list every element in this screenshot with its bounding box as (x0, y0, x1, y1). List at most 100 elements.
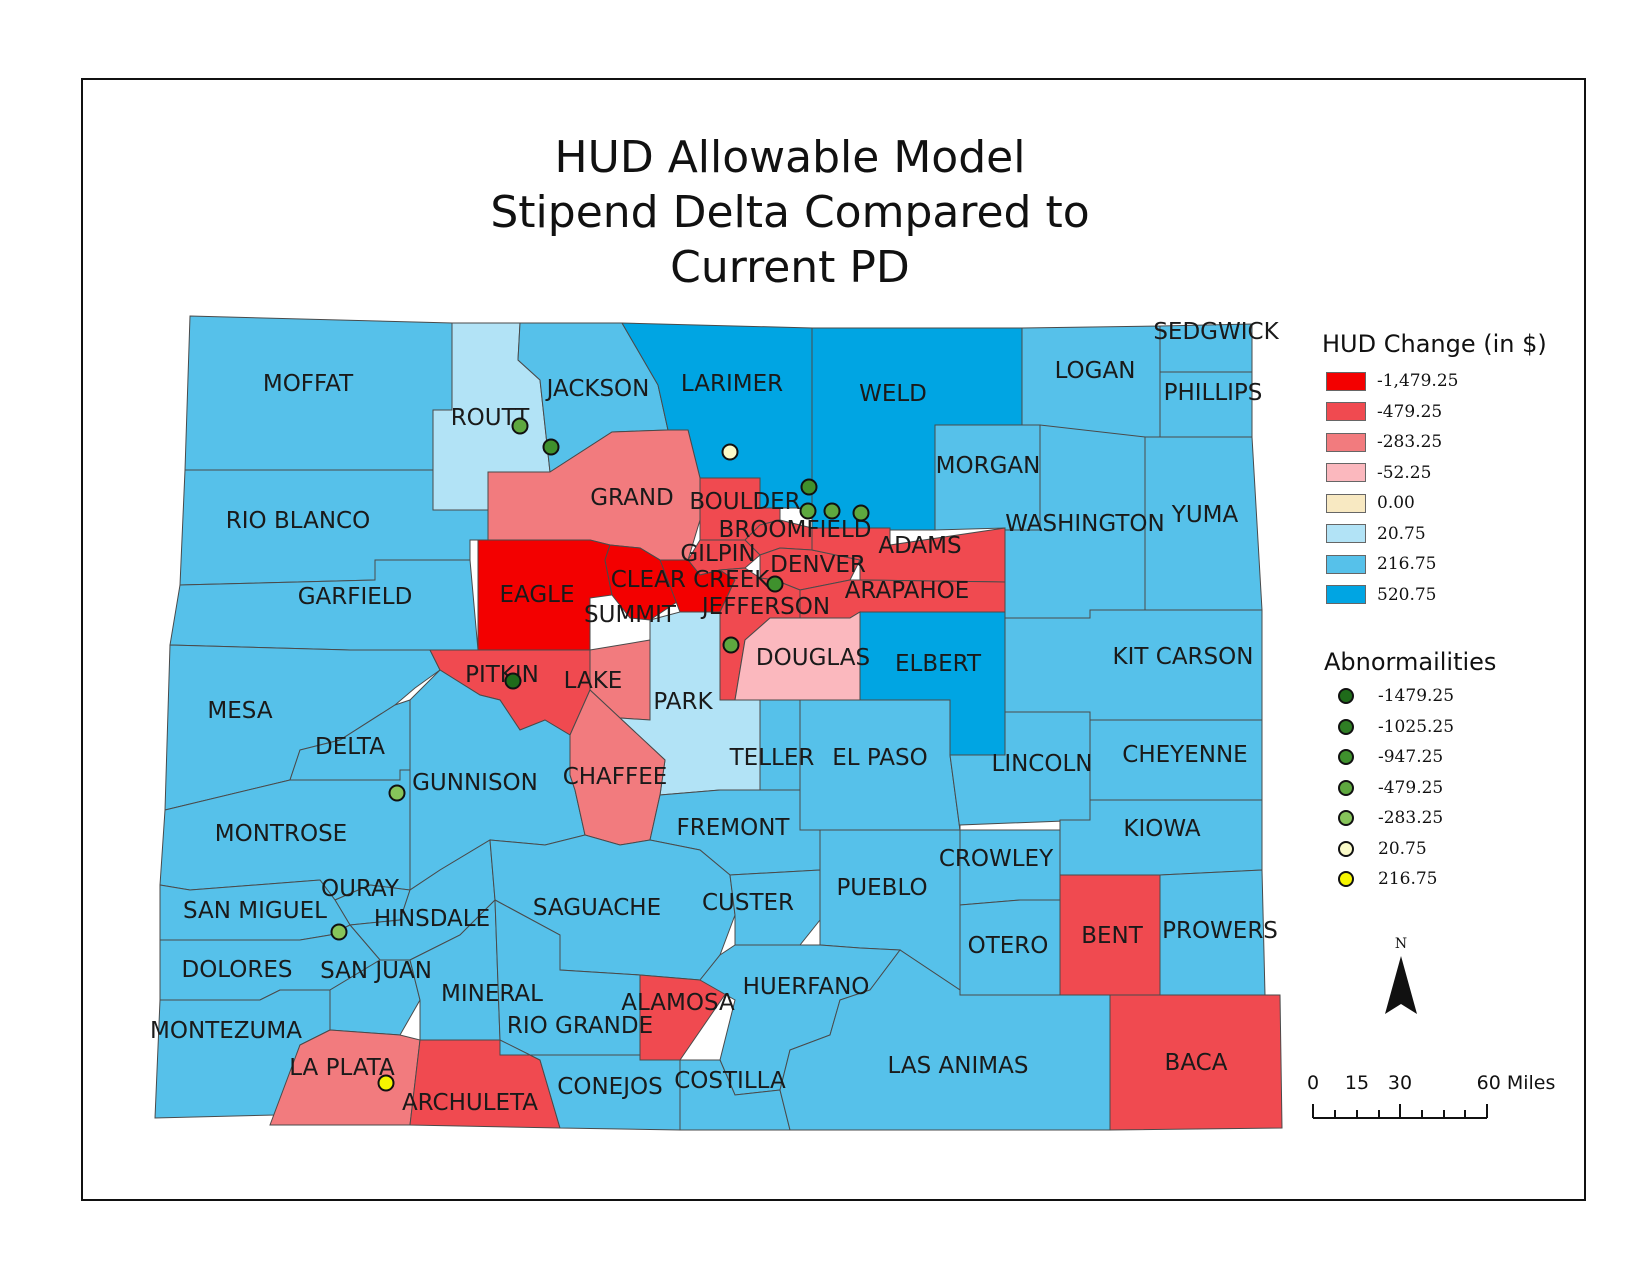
legend-label: -283.25 (1377, 432, 1443, 452)
legend-label: 20.75 (1377, 523, 1426, 544)
county-label-gunnison: GUNNISON (412, 770, 538, 796)
county-label-alamosa: ALAMOSA (621, 990, 735, 1016)
north-arrow-icon (1385, 956, 1417, 1014)
map-title: HUD Allowable Model Stipend Delta Compar… (470, 130, 1110, 295)
county-label-lake: LAKE (564, 668, 623, 694)
county-label-weld: WELD (859, 381, 927, 407)
county-label-dolores: DOLORES (181, 957, 292, 983)
legend-swatch (1326, 371, 1366, 391)
abnormality-legend-item: -1025.25 (1326, 716, 1454, 738)
county-label-jackson: JACKSON (545, 376, 650, 402)
scale-bar: 0 15 30 60 Miles (1300, 1072, 1555, 1142)
county-label-logan: LOGAN (1055, 358, 1136, 384)
abnormality-legend-item: -947.25 (1326, 746, 1443, 768)
county-label-grand: GRAND (590, 485, 674, 511)
abnormality-label: -1479.25 (1378, 686, 1455, 706)
abnormality-marker-san-miguel (330, 923, 348, 941)
abnormality-legend-item: 216.75 (1326, 868, 1437, 890)
county-label-park: PARK (653, 689, 713, 715)
county-label-garfield: GARFIELD (298, 584, 413, 610)
abnormality-legend-item: -1479.25 (1326, 685, 1454, 707)
county-label-mesa: MESA (207, 698, 272, 724)
county-label-kiowa: KIOWA (1123, 816, 1200, 842)
abnormality-dot (1338, 749, 1354, 765)
legend-swatch (1326, 432, 1366, 452)
county-label-fremont: FREMONT (677, 815, 791, 841)
county-label-gilpin: GILPIN (680, 541, 755, 567)
legend-item: 216.75 (1326, 553, 1436, 575)
county-label-elbert: ELBERT (895, 651, 982, 677)
abnormality-marker-weld (852, 504, 870, 522)
county-label-adams: ADAMS (878, 533, 961, 559)
legend-label: -52.25 (1377, 462, 1432, 483)
county-label-rio-blanco: RIO BLANCO (226, 508, 370, 534)
county-label-saguache: SAGUACHE (533, 895, 661, 921)
county-label-ouray: OURAY (321, 876, 400, 902)
abnormality-marker-pitkin (504, 672, 522, 690)
county-label-larimer: LARIMER (681, 371, 783, 397)
county-label-cheyenne: CHEYENNE (1122, 742, 1247, 768)
north-arrow-label: N (1394, 936, 1408, 952)
county-label-arapahoe: ARAPAHOE (845, 578, 970, 604)
county-label-moffat: MOFFAT (263, 371, 354, 397)
county-label-delta: DELTA (315, 734, 385, 760)
county-label-eagle: EAGLE (499, 582, 574, 608)
county-label-kit-carson: KIT CARSON (1113, 644, 1254, 670)
legend-item: -1,479.25 (1326, 370, 1458, 392)
county-label-pitkin: PITKIN (465, 662, 539, 688)
legend-item: -479.25 (1326, 401, 1442, 423)
county-label-morgan: MORGAN (936, 453, 1041, 479)
legend-item: 20.75 (1326, 523, 1426, 545)
abnormality-marker-boulder (800, 478, 818, 496)
county-label-montrose: MONTROSE (215, 821, 347, 847)
county-label-clear-creek: CLEAR CREEK (611, 567, 771, 593)
county-label-pueblo: PUEBLO (836, 875, 927, 901)
county-label-baca: BACA (1165, 1050, 1228, 1076)
county-baca (1109, 994, 1283, 1131)
map-frame (81, 78, 1586, 1201)
abnormality-dot (1338, 840, 1354, 857)
scale-label-60: 60 Miles (1476, 1072, 1556, 1094)
legend-label: -1,479.25 (1377, 371, 1459, 391)
county-label-douglas: DOUGLAS (756, 645, 870, 671)
legend-swatch (1326, 524, 1366, 543)
legend-swatch (1326, 402, 1366, 421)
county-label-jefferson: JEFFERSON (700, 594, 830, 620)
north-arrow: N (1384, 936, 1418, 1021)
abnormality-marker-routt (542, 438, 560, 456)
legend-swatch (1326, 585, 1366, 604)
abnormality-label: -947.25 (1378, 747, 1444, 767)
county-label-boulder: BOULDER (689, 489, 800, 515)
county-label-mineral: MINERAL (441, 981, 543, 1007)
county-label-hinsdale: HINSDALE (374, 906, 490, 932)
legend-label: -479.25 (1377, 401, 1443, 422)
abnormality-label: -479.25 (1378, 777, 1444, 798)
legend-swatch (1326, 554, 1366, 574)
abnormality-label: -1025.25 (1378, 716, 1455, 737)
county-label-phillips: PHILLIPS (1164, 380, 1263, 406)
county-label-washington: WASHINGTON (1005, 511, 1164, 537)
county-label-summit: SUMMIT (584, 602, 677, 628)
abnormality-dot (1338, 810, 1354, 826)
abnormality-marker-douglas (722, 636, 740, 654)
legend-label: 0.00 (1377, 493, 1415, 513)
county-label-custer: CUSTER (702, 890, 794, 916)
title-line-2: Stipend Delta Compared to (490, 187, 1090, 238)
county-label-otero: OTERO (968, 933, 1049, 959)
county-label-rio-grande: RIO GRANDE (507, 1013, 653, 1039)
county-label-teller: TELLER (729, 745, 815, 771)
county-label-huerfano: HUERFANO (743, 974, 870, 1000)
scale-label-15: 15 (1344, 1072, 1370, 1094)
county-label-chaffee: CHAFFEE (563, 764, 668, 790)
county-label-san-miguel: SAN MIGUEL (183, 898, 327, 924)
county-alamosa (639, 974, 736, 1061)
county-label-crowley: CROWLEY (939, 846, 1054, 872)
county-label-broomfield: BROOMFIELD (719, 517, 872, 543)
abnormality-dot (1338, 871, 1354, 887)
abnormality-marker-routt (511, 417, 529, 435)
county-label-conejos: CONEJOS (557, 1074, 662, 1100)
county-label-yuma: YUMA (1171, 502, 1239, 528)
abnormality-label: 216.75 (1378, 869, 1438, 889)
legend-item: -52.25 (1326, 462, 1431, 484)
county-label-montezuma: MONTEZUMA (150, 1018, 302, 1044)
